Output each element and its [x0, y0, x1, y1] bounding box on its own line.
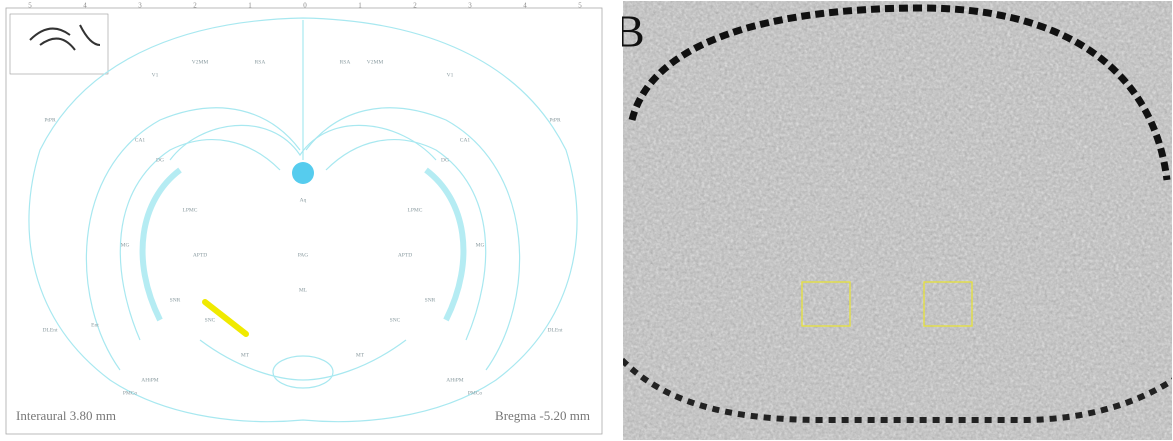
scale-label: 2: [413, 2, 417, 10]
region-label: MT: [356, 352, 365, 358]
interaural-label: Interaural 3.80 mm: [16, 408, 116, 423]
region-label: PtPR: [44, 117, 56, 123]
scale-label: 3: [138, 2, 142, 10]
region-label: PMCo: [123, 390, 138, 396]
region-label: PtPR: [549, 117, 561, 123]
region-label: SNC: [390, 317, 401, 323]
scale-label: 5: [578, 2, 582, 10]
panel-label: B: [622, 6, 645, 57]
region-label: RSA: [340, 59, 351, 65]
scale-label: 4: [83, 2, 87, 10]
region-label: PMCo: [468, 390, 483, 396]
region-label: CA1: [135, 137, 146, 143]
region-label: DLEnt: [43, 327, 58, 333]
region-label: MG: [476, 242, 485, 248]
region-label: APTD: [398, 252, 412, 258]
region-label: LPMC: [183, 207, 198, 213]
atlas-panel: Interaural 3.80 mm Bregma -5.20 mm 5 4 3 2 1…: [0, 0, 610, 441]
region-label: AHiPM: [141, 377, 159, 383]
region-label: V2MM: [367, 59, 384, 65]
scale-label: 3: [468, 2, 472, 10]
region-label: Aq: [300, 197, 307, 203]
region-label: APTD: [193, 252, 207, 258]
scale-label: 5: [28, 2, 32, 10]
bregma-label: Bregma -5.20 mm: [495, 408, 590, 423]
region-label: DG: [156, 157, 164, 163]
scale-label: 1: [248, 2, 252, 10]
region-label: DG: [441, 157, 449, 163]
region-label: SNR: [425, 297, 436, 303]
region-label: CA1: [460, 137, 471, 143]
scale-label: 4: [523, 2, 527, 10]
region-label: V2MM: [192, 59, 209, 65]
scan-panel: B: [622, 0, 1173, 441]
region-label: DLEnt: [548, 327, 563, 333]
figure: Interaural 3.80 mm Bregma -5.20 mm 5 4 3 2 1…: [0, 0, 1173, 441]
region-label: V1: [447, 72, 454, 78]
region-label: AHiPM: [446, 377, 464, 383]
region-label: MG: [121, 242, 130, 248]
region-label: Ent: [91, 322, 99, 328]
scale-label: 0: [303, 2, 307, 10]
region-label: LPMC: [408, 207, 423, 213]
scale-label: 2: [193, 2, 197, 10]
region-label: SNC: [205, 317, 216, 323]
region-label: MT: [241, 352, 250, 358]
region-label: RSA: [255, 59, 266, 65]
region-label: SNR: [170, 297, 181, 303]
region-label: PAG: [298, 252, 309, 258]
scale-label: 1: [358, 2, 362, 10]
region-label: V1: [152, 72, 159, 78]
region-label: ML: [299, 287, 308, 293]
